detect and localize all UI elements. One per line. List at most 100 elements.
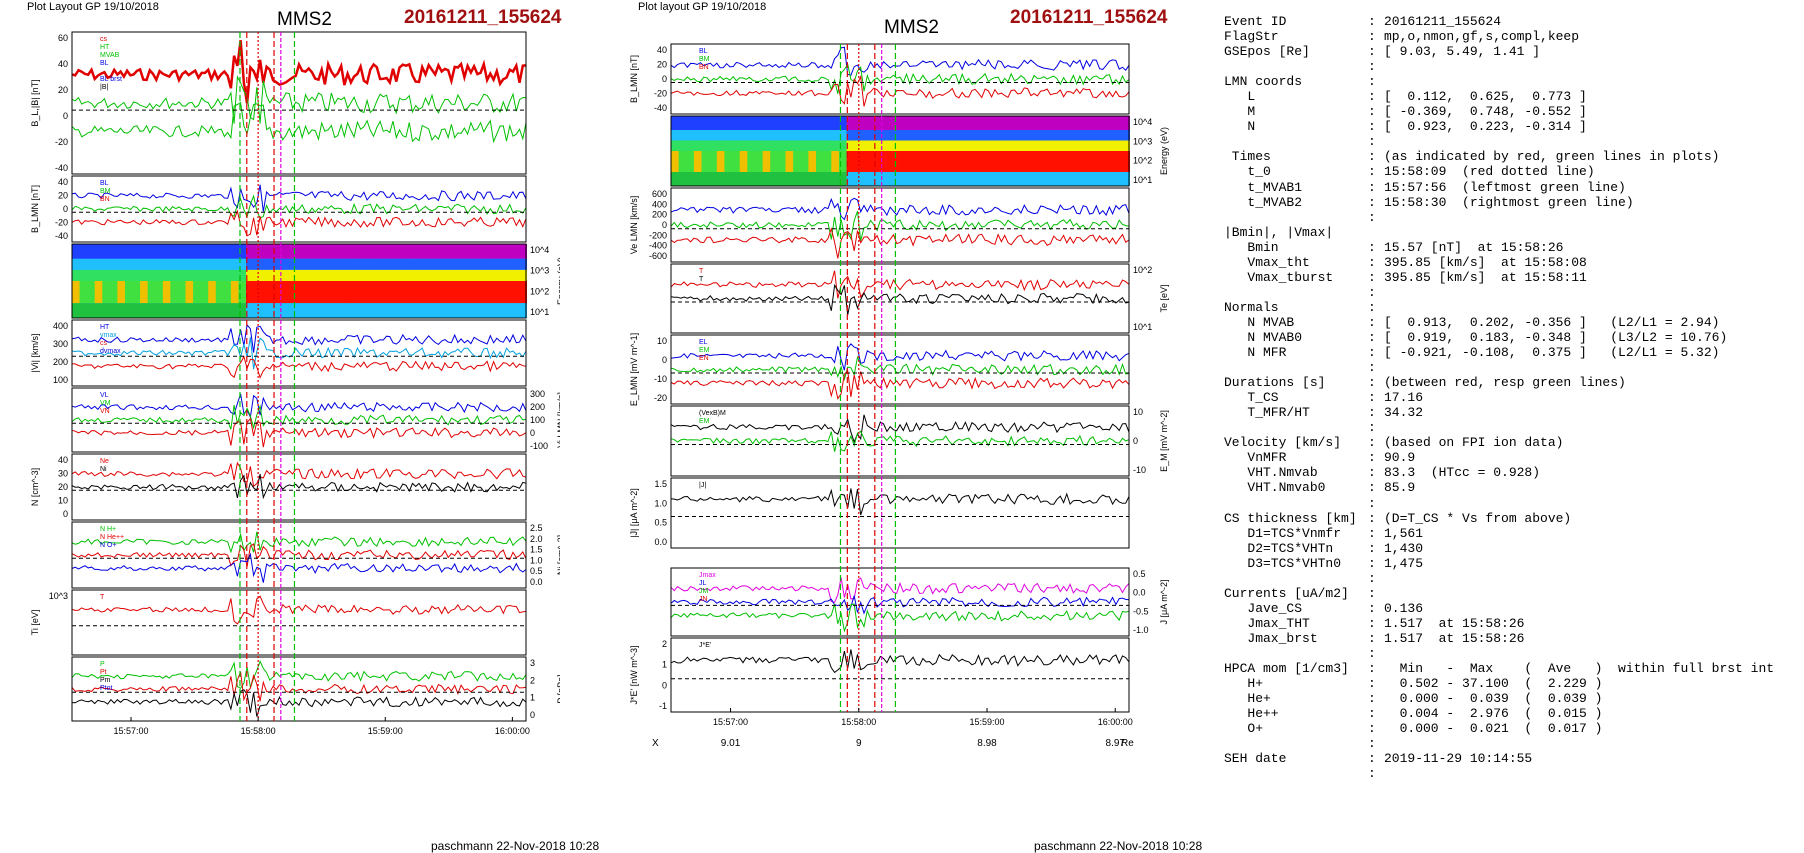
spectrogram-cell bbox=[465, 244, 475, 259]
info-row: GSEpos [Re]: [ 9.03, 5.49, 1.41 ] bbox=[1224, 44, 1794, 59]
spectrogram-cell bbox=[747, 140, 756, 151]
info-row: |Bmin|, |Vmax| bbox=[1224, 225, 1794, 240]
info-colon: : bbox=[1368, 480, 1376, 496]
spectrogram-cell bbox=[983, 172, 993, 186]
spectrogram-cell bbox=[503, 269, 512, 281]
y-tick-label: 10 bbox=[58, 496, 68, 506]
left-title: MMS2 bbox=[277, 9, 332, 30]
spectrogram-cell bbox=[87, 281, 96, 304]
legend-label: MVAB bbox=[100, 52, 120, 59]
legend-label: BL bbox=[699, 48, 708, 55]
spectrogram-cell bbox=[693, 116, 703, 130]
position-label: X bbox=[652, 738, 659, 748]
info-colon: : bbox=[1368, 360, 1376, 376]
info-value: 1,475 bbox=[1384, 555, 1424, 571]
info-row: : bbox=[1224, 360, 1794, 375]
spectrogram-cell bbox=[770, 172, 779, 186]
spectrogram-cell bbox=[983, 130, 993, 141]
spectrogram-cell bbox=[831, 116, 840, 130]
info-row: M: [ -0.369, 0.748, -0.552 ] bbox=[1224, 104, 1794, 119]
spectrogram-cell bbox=[678, 140, 688, 151]
y-tick-label: -10 bbox=[1133, 465, 1146, 475]
info-key: Jmax_THT bbox=[1224, 615, 1310, 631]
spectrogram-cell bbox=[701, 116, 711, 130]
spectrogram-cell bbox=[321, 269, 331, 281]
info-row: Jmax_brst:1.517 at 15:58:26 bbox=[1224, 631, 1794, 646]
right-title: MMS2 bbox=[884, 17, 939, 38]
legend-label: (VexB)M bbox=[699, 410, 726, 417]
spectrogram-cell bbox=[1037, 130, 1047, 141]
spectrogram-cell bbox=[739, 172, 749, 186]
spectrogram-cell bbox=[344, 269, 353, 281]
spectrogram-cell bbox=[427, 244, 437, 259]
info-key: D3=TCS*VHTn0 bbox=[1224, 555, 1342, 571]
spectrogram-cell bbox=[72, 258, 81, 270]
trace-blmn-0 bbox=[670, 46, 1130, 76]
spectrogram-cell bbox=[961, 151, 970, 172]
spectrogram-cell bbox=[1106, 172, 1115, 186]
y-tick-label: 2.5 bbox=[530, 523, 543, 533]
spectrogram-cell bbox=[336, 303, 346, 318]
legend-label: VN bbox=[100, 408, 110, 415]
x-tick-label: 15:58:00 bbox=[241, 726, 276, 736]
info-key: Velocity [km/s] bbox=[1224, 435, 1342, 451]
x-tick-label: 16:00:00 bbox=[1098, 717, 1133, 727]
spectrogram-cell bbox=[976, 140, 985, 151]
spectrogram-cell bbox=[716, 172, 726, 186]
spectrogram-cell bbox=[1106, 140, 1115, 151]
spectrogram-cell bbox=[389, 281, 399, 304]
y-tick-label: 1.0 bbox=[530, 555, 543, 565]
spectrogram-cell bbox=[846, 151, 856, 172]
legend-label: EN bbox=[699, 355, 709, 362]
info-key: N MVAB0 bbox=[1224, 329, 1303, 345]
spectrogram-cell bbox=[793, 172, 802, 186]
spectrogram-cell bbox=[193, 303, 202, 318]
info-colon: : bbox=[1368, 510, 1376, 526]
info-key: Bmin bbox=[1224, 239, 1279, 255]
spectrogram-cell bbox=[1014, 130, 1024, 141]
spectrogram-cell bbox=[808, 151, 818, 172]
info-row: : bbox=[1224, 736, 1794, 751]
spectrogram-cell bbox=[87, 258, 96, 270]
spectrogram-cell bbox=[747, 116, 756, 130]
spectrogram-cell bbox=[480, 269, 490, 281]
y-tick-label: 300 bbox=[53, 339, 68, 349]
spectrogram-cell bbox=[306, 258, 316, 270]
spectrogram-cell bbox=[291, 269, 300, 281]
spectrogram-cell bbox=[261, 244, 270, 259]
spectrogram-cell bbox=[412, 244, 422, 259]
spectrogram-cell bbox=[170, 258, 179, 270]
spectrogram-cell bbox=[1037, 116, 1047, 130]
panel-frame bbox=[71, 521, 527, 589]
spectrogram-cell bbox=[200, 281, 210, 304]
spectrogram-cell bbox=[762, 151, 772, 172]
spectrogram-cell bbox=[268, 244, 278, 259]
spectrogram-cell bbox=[777, 130, 787, 141]
spectrogram-cell bbox=[785, 151, 795, 172]
spectrogram-cell bbox=[961, 172, 970, 186]
info-row: Jmax_THT:1.517 at 15:58:26 bbox=[1224, 616, 1794, 631]
spectrogram-cell bbox=[503, 303, 512, 318]
spectrogram-cell bbox=[435, 269, 444, 281]
info-colon: : bbox=[1368, 691, 1376, 707]
position-value: 8.98 bbox=[376, 747, 396, 748]
spectrogram-cell bbox=[518, 303, 527, 318]
spectrogram-cell bbox=[724, 172, 734, 186]
info-key: O+ bbox=[1224, 721, 1264, 737]
spectrogram-cell bbox=[945, 140, 955, 151]
y-tick-label: -20 bbox=[55, 137, 68, 147]
spectrogram-cell bbox=[1067, 140, 1077, 151]
spectrogram-cell bbox=[983, 116, 993, 130]
spectrogram-cell bbox=[1090, 116, 1100, 130]
info-value: 2019-11-29 10:14:55 bbox=[1384, 751, 1533, 767]
info-colon: : bbox=[1368, 74, 1376, 90]
spectrogram-cell bbox=[495, 244, 505, 259]
spectrogram-cell bbox=[1113, 116, 1123, 130]
spectrogram-cell bbox=[495, 258, 505, 270]
spectrogram-cell bbox=[442, 269, 452, 281]
spectrogram-cell bbox=[344, 281, 353, 304]
trace-ve-2 bbox=[670, 227, 1130, 259]
info-row: N MVAB0: [ 0.919, 0.183, -0.348 ] (L3/L2 … bbox=[1224, 330, 1794, 345]
spectrogram-cell bbox=[968, 151, 978, 172]
